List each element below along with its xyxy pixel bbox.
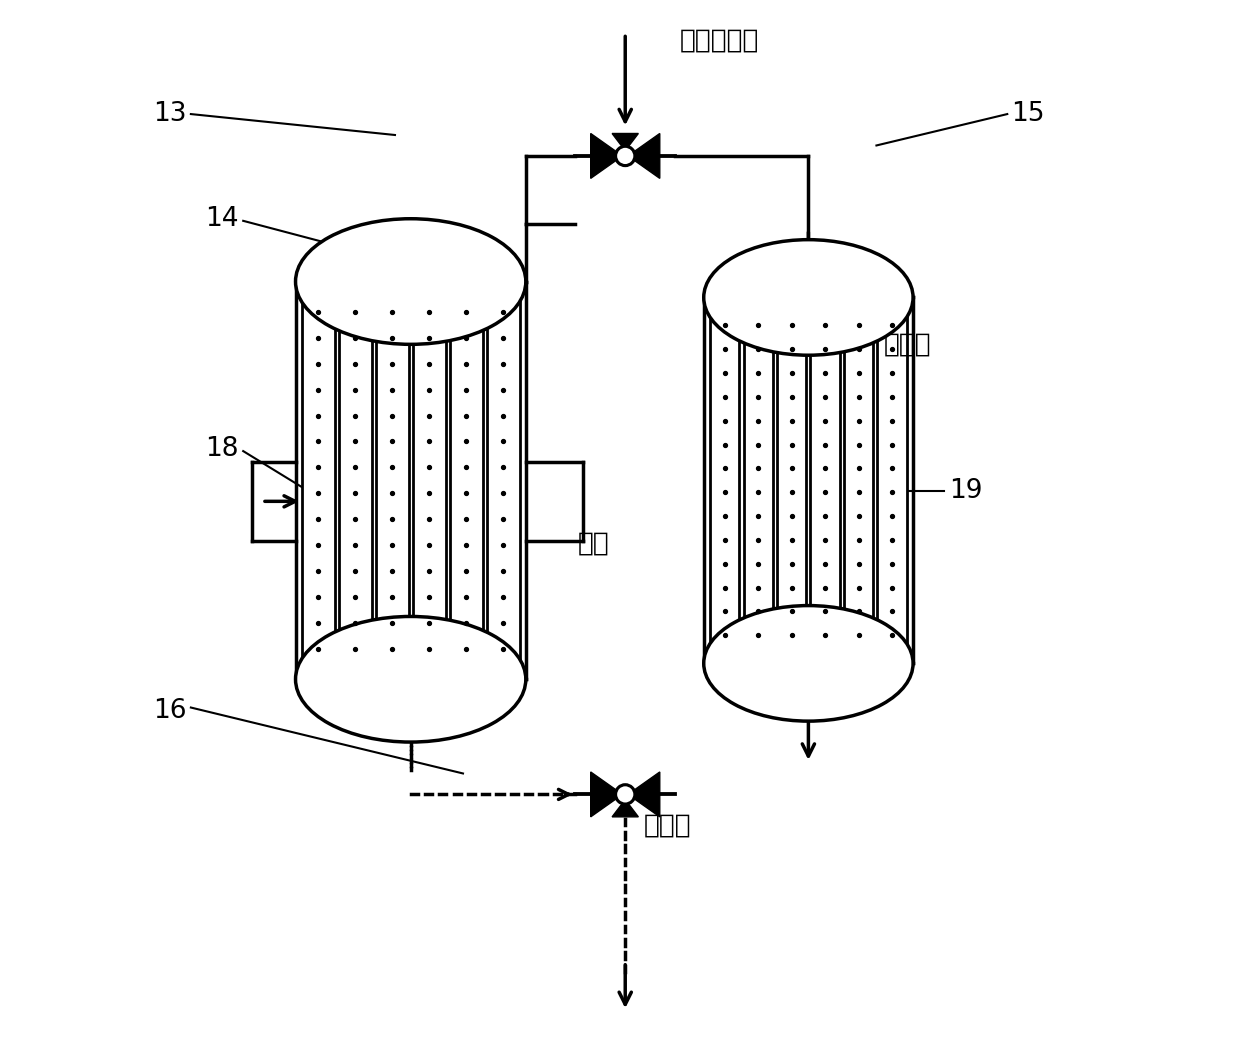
Text: 13: 13 (154, 101, 187, 127)
Text: 干烟气: 干烟气 (884, 331, 931, 358)
Ellipse shape (295, 616, 526, 742)
Polygon shape (627, 772, 660, 817)
Text: 19: 19 (949, 478, 982, 504)
Ellipse shape (704, 606, 913, 722)
Bar (487, 286, 520, 675)
Bar (744, 302, 773, 659)
Bar (811, 302, 839, 659)
Polygon shape (590, 772, 622, 817)
Bar (450, 286, 482, 675)
Bar (878, 302, 906, 659)
Bar (376, 286, 408, 675)
Bar (777, 302, 806, 659)
Text: 14: 14 (206, 206, 239, 232)
Text: 18: 18 (206, 436, 239, 462)
Text: 烟气: 烟气 (578, 531, 610, 556)
Ellipse shape (704, 239, 913, 356)
Bar (413, 286, 445, 675)
Circle shape (615, 785, 635, 804)
Text: 高温湿尾气: 高温湿尾气 (680, 27, 759, 54)
Bar (301, 286, 335, 675)
Text: 15: 15 (1012, 101, 1045, 127)
Polygon shape (627, 134, 660, 178)
Polygon shape (590, 134, 622, 178)
Text: 16: 16 (154, 697, 187, 724)
Text: 水蒸气: 水蒸气 (644, 812, 691, 839)
Bar (339, 286, 372, 675)
Polygon shape (613, 800, 639, 817)
Bar (711, 302, 739, 659)
Ellipse shape (295, 218, 526, 344)
Circle shape (615, 147, 635, 166)
Bar (844, 302, 873, 659)
Polygon shape (613, 134, 639, 151)
